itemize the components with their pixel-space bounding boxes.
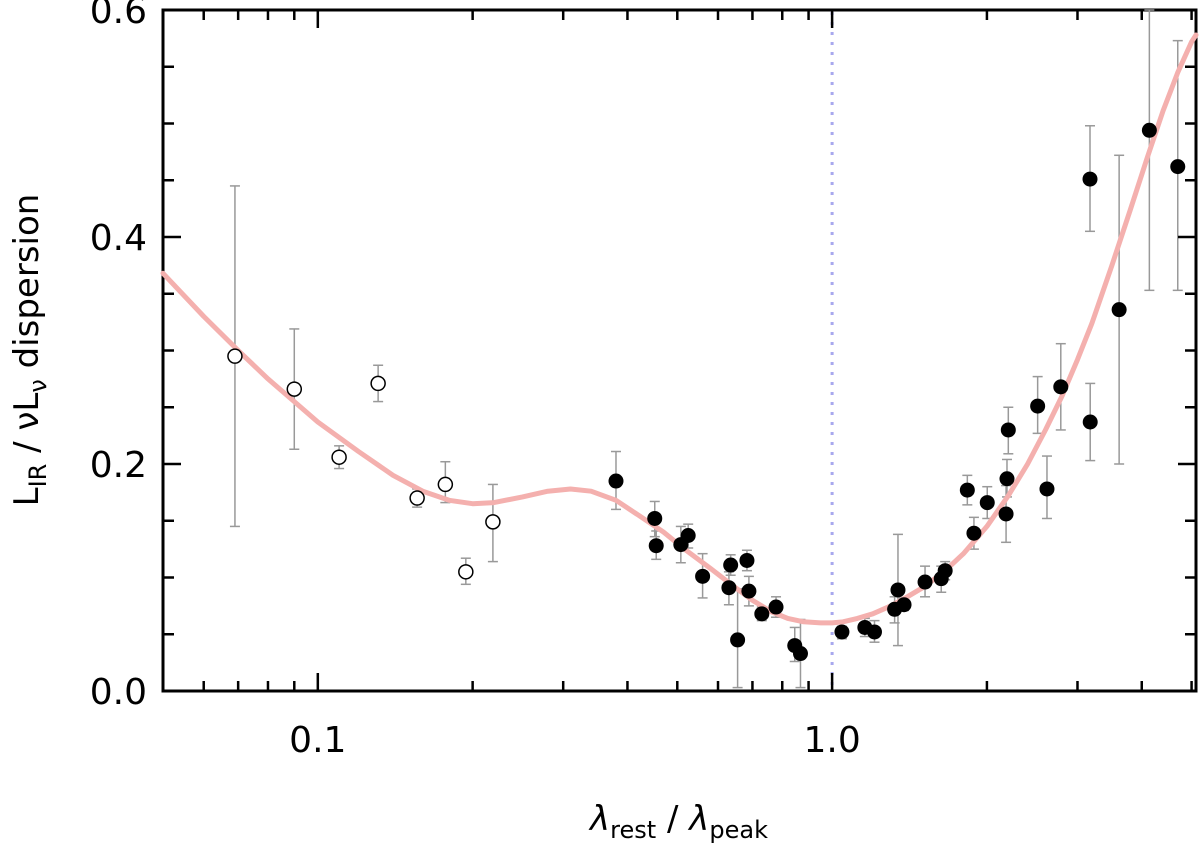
filled-data-point [695,568,711,584]
filled-data-point [959,482,975,498]
open-data-point [409,490,425,506]
filled-data-point [754,606,770,622]
filled-data-point [1082,171,1098,187]
y-axis-label: LIR / νLν dispersion [7,194,52,507]
filled-data-point [966,525,982,541]
filled-data-point [937,563,953,579]
filled-data-point [768,599,784,615]
filled-data-point [721,580,737,596]
open-data-point [485,514,501,530]
fit-curve [160,32,1199,626]
filled-data-point [998,506,1014,522]
open-data-point [370,375,386,392]
filled-data-point [1082,414,1098,430]
filled-data-point [1039,481,1055,497]
filled-data-point [1170,159,1186,175]
x-tick-label: 1.0 [803,720,860,761]
filled-data-point [648,538,664,554]
plot-frame [161,8,1198,693]
y-tick-label: 0.0 [90,672,147,713]
data-markers [227,122,1186,662]
filled-data-point [866,624,882,640]
filled-data-point [739,552,755,568]
filled-data-point [680,528,696,544]
error-bars [229,9,1183,689]
filled-data-point [1141,122,1157,138]
y-tick-label: 0.4 [90,218,147,259]
filled-data-point [896,597,912,613]
filled-data-point [834,624,850,640]
filled-data-point [608,473,624,489]
open-data-point [458,564,474,580]
plot-area [160,8,1199,693]
filled-data-point [647,510,663,526]
x-tick-label: 0.1 [289,720,346,761]
open-data-point [286,381,303,397]
filled-data-point [1030,398,1046,414]
y-tick-labels: 0.0 0.2 0.4 0.6 [90,0,147,713]
filled-data-point [723,557,739,573]
x-axis-label: λrest / λpeak [588,799,768,844]
open-data-point [331,449,347,465]
axis-ticks [161,8,1196,693]
open-data-point [437,476,454,493]
x-tick-labels: 0.1 1.0 [289,720,861,761]
y-tick-label: 0.2 [90,445,147,486]
filled-data-point [917,574,933,590]
filled-data-point [792,646,808,662]
filled-data-point [741,583,757,599]
filled-data-point [1053,379,1069,395]
filled-data-point [999,471,1015,487]
filled-data-point [1000,422,1016,438]
filled-data-point [730,632,746,648]
y-tick-label: 0.6 [90,0,147,32]
open-data-point [227,348,243,364]
filled-data-point [1111,302,1127,318]
filled-data-point [890,582,906,598]
filled-data-point [979,495,995,511]
